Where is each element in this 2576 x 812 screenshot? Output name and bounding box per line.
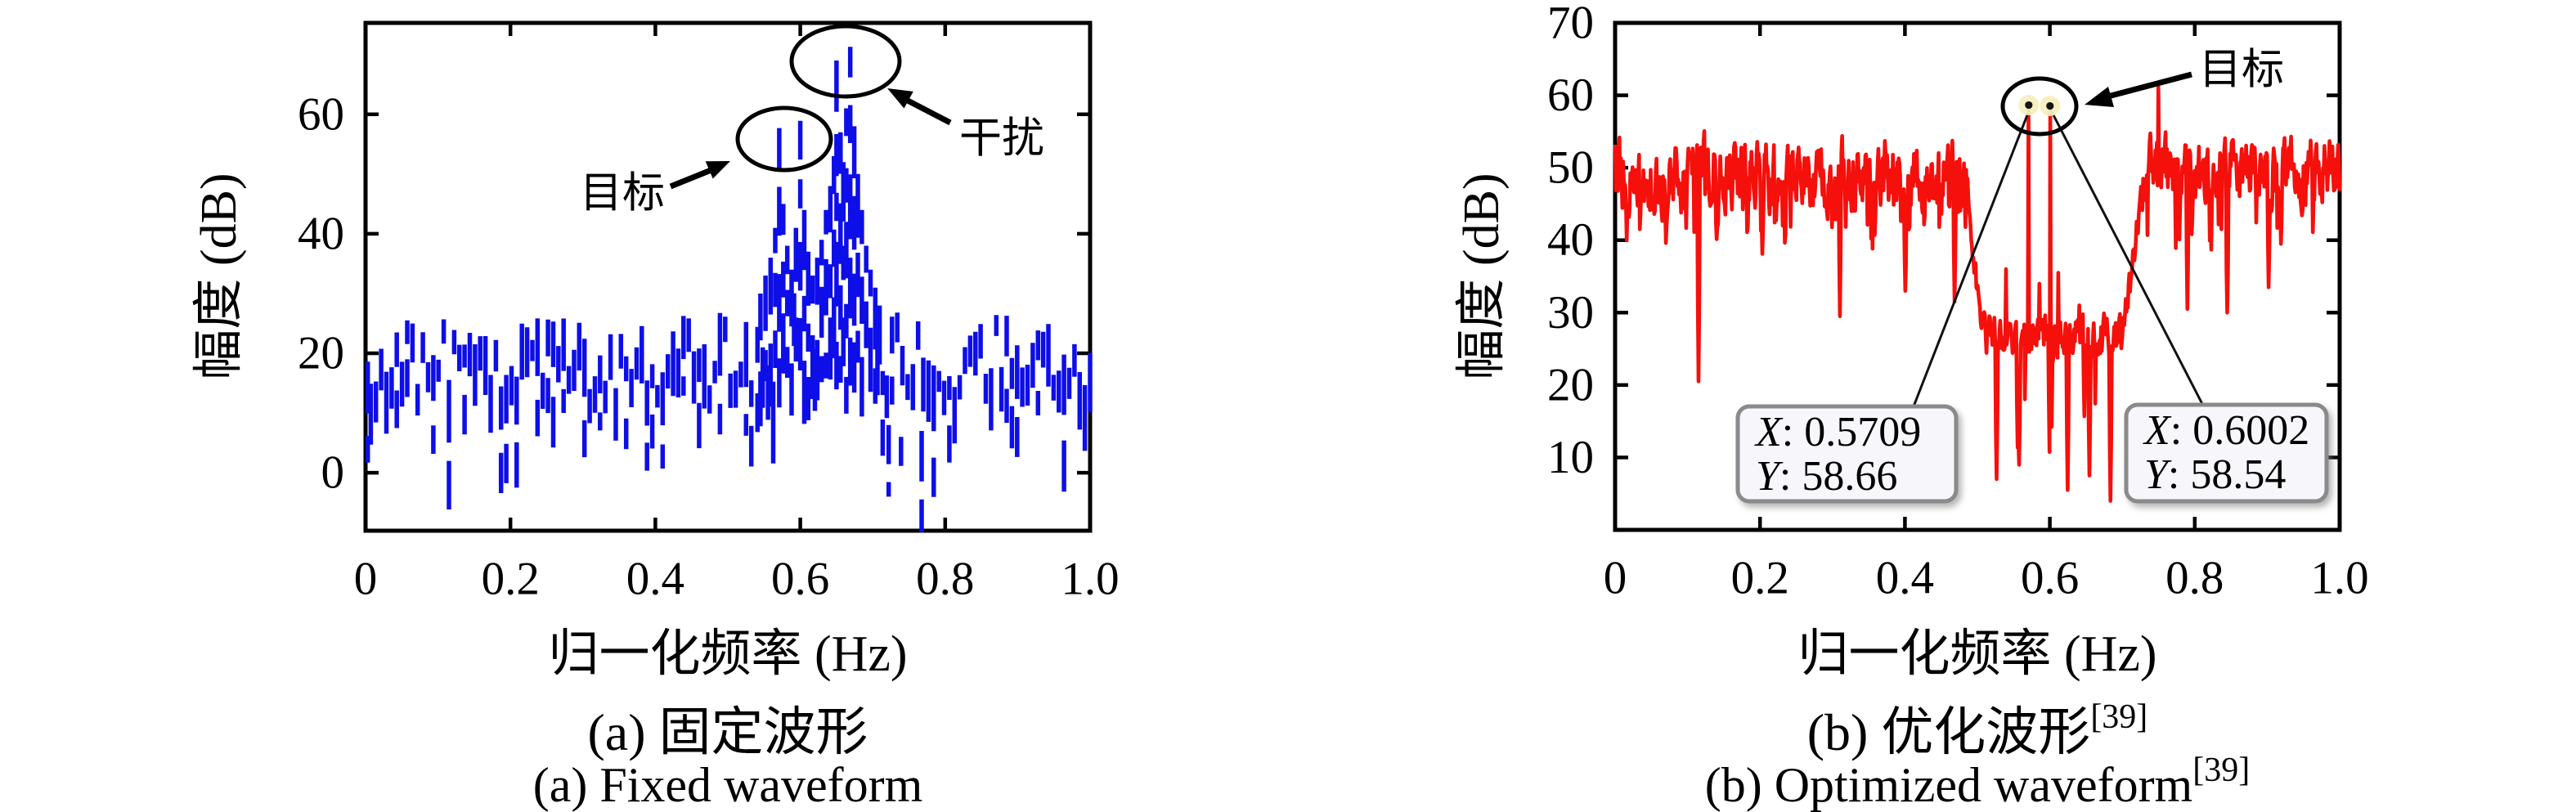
datatip-2: X: 0.6002 Y: 58.54 <box>2124 402 2329 504</box>
caption-zh-b: (b) 优化波形[39] <box>1807 698 2148 761</box>
target-label-b: 目标 <box>2199 47 2284 94</box>
axes-a: 0 0.2 0.4 0.6 0.8 1.0 0 20 40 60 <box>298 20 1120 605</box>
peak-marker-core <box>2025 101 2033 110</box>
datatip-connector-2 <box>2049 108 2204 405</box>
datatip-1-x: X: 0.5709 <box>1754 409 1921 455</box>
x-tick-label: 0.4 <box>626 554 684 605</box>
datatip-1-y: Y: 58.66 <box>1756 453 1897 500</box>
y-tick-label: 0 <box>321 447 345 499</box>
datatip-2-box <box>2124 402 2329 504</box>
interference-label-a: 干扰 <box>959 116 1044 163</box>
target-peak-markers <box>2018 94 2061 117</box>
interference-arrow-head-a <box>887 88 913 109</box>
target-arrow-head-a <box>705 161 730 179</box>
x-tick-label: 1.0 <box>2310 553 2368 604</box>
target-arrow-shaft-a <box>669 166 715 190</box>
target-label-a: 目标 <box>580 171 665 218</box>
caption-en-a: (a) Fixed waveform <box>533 758 922 812</box>
target-circle-b <box>2000 76 2079 137</box>
spectrum-series-optimized <box>1613 84 2342 503</box>
y-tick-label: 40 <box>298 208 344 259</box>
panel-optimized-waveform: 0 0.2 0.4 0.6 0.8 1.0 10 20 30 40 50 60 70 目标 X: 0.5… <box>1454 0 2369 812</box>
x-tick-label: 0.6 <box>2021 553 2079 604</box>
caption-zh-a: (a) 固定波形 <box>587 703 868 761</box>
y-axis-label-a: 幅度 (dB) <box>191 173 247 379</box>
x-axis-label-b: 归一化频率 (Hz) <box>1797 626 2156 682</box>
y-tick-label: 40 <box>1547 214 1594 266</box>
target-circle-a <box>735 105 833 173</box>
x-tick-label: 0 <box>1604 553 1627 604</box>
datatip-2-y: Y: 58.54 <box>2144 451 2286 498</box>
caption-en-b: (b) Optimized waveform[39] <box>1705 751 2250 812</box>
x-tick-label: 0.4 <box>1876 553 1934 604</box>
y-tick-label: 10 <box>1547 432 1594 483</box>
interference-arrow-shaft-a <box>904 96 952 126</box>
target-arrow-head-b <box>2085 87 2114 107</box>
target-arrow-shaft-b <box>2101 71 2192 101</box>
y-tick-label: 20 <box>298 328 344 379</box>
datatip-2-x: X: 0.6002 <box>2143 407 2309 454</box>
x-tick-label: 0.8 <box>2165 553 2224 604</box>
x-tick-label: 0.2 <box>482 554 540 605</box>
x-tick-label: 0.8 <box>916 554 974 605</box>
spectrum-series-fixed <box>365 47 1093 533</box>
peak-marker-core <box>2046 101 2054 110</box>
y-tick-label: 60 <box>298 88 344 140</box>
datatip-connector-1 <box>1912 108 2031 407</box>
x-axis-label-a: 归一化频率 (Hz) <box>548 626 907 682</box>
plot-box <box>363 20 1093 533</box>
x-tick-label: 0 <box>354 554 378 605</box>
interference-circle-a <box>789 24 902 99</box>
panel-fixed-waveform: 0 0.2 0.4 0.6 0.8 1.0 0 20 40 60 目标 干扰 幅度 (dB) 归一… <box>191 20 1120 812</box>
y-axis-label-b: 幅度 (dB) <box>1454 173 1510 379</box>
x-tick-label: 1.0 <box>1061 554 1119 605</box>
datatip-1: X: 0.5709 Y: 58.66 <box>1735 404 1959 504</box>
x-tick-label: 0.2 <box>1731 553 1789 604</box>
y-tick-label: 70 <box>1547 0 1594 49</box>
x-tick-label: 0.6 <box>771 554 829 605</box>
y-tick-label: 20 <box>1547 359 1594 410</box>
y-tick-label: 30 <box>1547 287 1594 339</box>
datatip-1-box <box>1735 404 1959 504</box>
y-tick-label: 60 <box>1547 70 1594 121</box>
y-tick-label: 50 <box>1547 142 1594 194</box>
